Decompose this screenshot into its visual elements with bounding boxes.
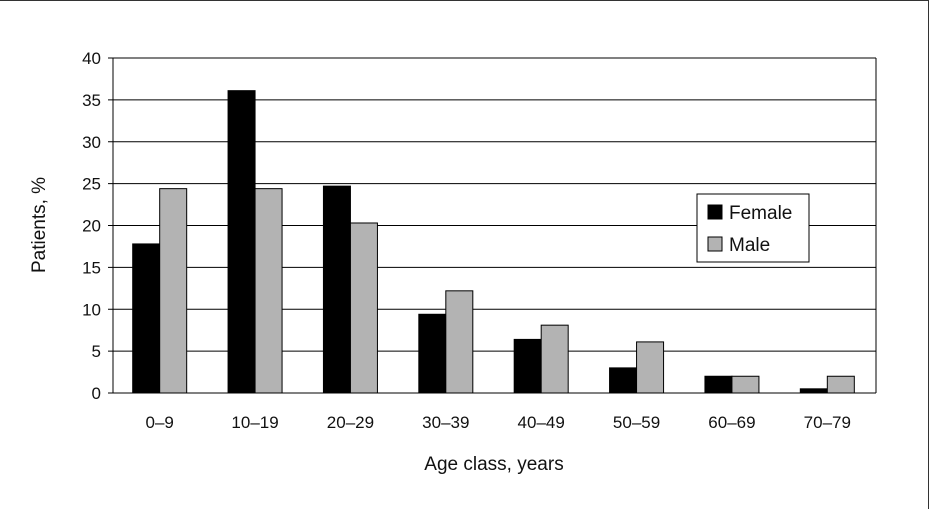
legend: Female Male xyxy=(696,193,810,263)
y-tick-label: 0 xyxy=(92,384,101,403)
axes xyxy=(112,58,877,394)
x-tick-label: 50–59 xyxy=(613,413,660,432)
legend-label-male: Male xyxy=(729,235,770,256)
bar-male-3 xyxy=(445,290,474,394)
y-tick-label: 40 xyxy=(82,49,101,68)
bar-male-0 xyxy=(159,188,188,394)
legend-label-female: Female xyxy=(729,203,792,224)
bar-female-0 xyxy=(132,243,161,394)
y-axis-title: Patients, % xyxy=(29,177,50,273)
y-tick-label: 25 xyxy=(82,175,101,194)
bar-male-5 xyxy=(636,341,665,394)
bar-female-6 xyxy=(704,375,733,394)
y-tick-label: 15 xyxy=(82,258,101,277)
y-tick-label: 20 xyxy=(82,217,101,236)
x-tick-label: 30–39 xyxy=(422,413,469,432)
y-tick-label: 35 xyxy=(82,91,101,110)
bar-male-2 xyxy=(349,222,378,394)
y-tick-label: 30 xyxy=(82,133,101,152)
bar-female-4 xyxy=(513,338,542,394)
bar-female-3 xyxy=(418,313,447,394)
legend-swatch-male xyxy=(707,236,723,252)
x-tick-label: 60–69 xyxy=(708,413,755,432)
bar-female-7 xyxy=(799,388,828,394)
bar-male-4 xyxy=(540,324,569,394)
x-tick-label: 0–9 xyxy=(146,413,174,432)
y-tick-label: 5 xyxy=(92,342,101,361)
bar-female-5 xyxy=(609,367,638,394)
legend-swatch-female xyxy=(707,204,723,220)
x-tick-label: 40–49 xyxy=(518,413,565,432)
x-tick-label: 10–19 xyxy=(231,413,278,432)
y-tick-labels: 0 5 10 15 20 25 30 35 40 xyxy=(82,49,101,403)
bar-male-7 xyxy=(826,375,855,394)
bar-female-2 xyxy=(322,185,351,394)
bar-female-1 xyxy=(227,90,256,394)
x-axis-title: Age class, years xyxy=(424,454,563,475)
x-tick-label: 70–79 xyxy=(804,413,851,432)
x-tick-label: 20–29 xyxy=(327,413,374,432)
x-tick-labels: 0–9 10–19 20–29 30–39 40–49 50–59 60–69 70–79 xyxy=(146,413,851,432)
bar-male-6 xyxy=(731,375,760,394)
y-tick-label: 10 xyxy=(82,300,101,319)
bar-male-1 xyxy=(254,188,283,394)
bars xyxy=(132,90,855,394)
